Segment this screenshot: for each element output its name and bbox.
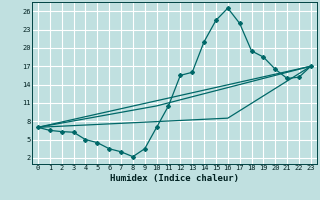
X-axis label: Humidex (Indice chaleur): Humidex (Indice chaleur) — [110, 174, 239, 183]
